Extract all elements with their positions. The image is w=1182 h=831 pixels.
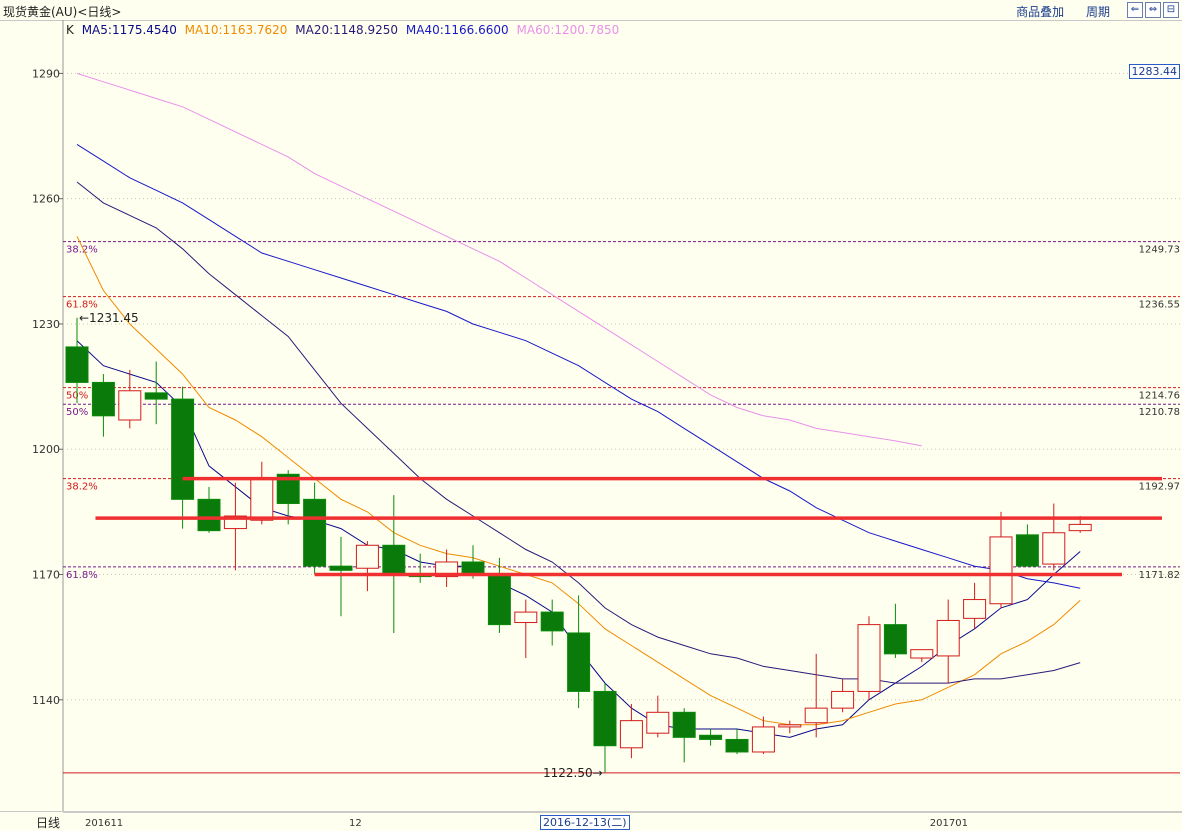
y-tick-label: 1140: [32, 694, 60, 707]
legend-ma40: MA40:1166.6600: [405, 23, 509, 37]
candle-body: [276, 473, 300, 505]
candle-body: [751, 726, 775, 753]
candle-body: [329, 565, 353, 571]
candle-body: [91, 381, 115, 417]
legend-prefix: K: [66, 23, 74, 37]
low-price-label: 1122.50→: [543, 766, 603, 780]
candle-body: [778, 724, 802, 728]
top-links: 商品叠加 周期: [998, 3, 1110, 20]
y-tick-label: 1170: [32, 569, 60, 582]
legend-ma60: MA60:1200.7850: [516, 23, 620, 37]
candle-body: [1068, 523, 1092, 532]
candle-body: [725, 738, 749, 753]
candle-body: [1015, 534, 1039, 567]
x-tick-label: 12: [349, 818, 362, 829]
candle-body: [804, 707, 828, 724]
candle-body: [593, 690, 617, 747]
high-price-label: ←1231.45: [79, 311, 139, 325]
candle-body: [487, 574, 511, 626]
cursor-date: 2016-12-13(二): [540, 815, 630, 830]
candle-body: [672, 711, 696, 738]
ma-legend: K MA5:1175.4540 MA10:1163.7620 MA20:1148…: [66, 23, 623, 37]
candle-body: [382, 544, 406, 576]
fib-ratio-label: 38.2%: [66, 482, 98, 493]
chart-title: 现货黄金(AU)<日线>: [3, 5, 122, 19]
ma-line-ma60: [76, 72, 922, 447]
candle-body: [540, 611, 564, 632]
x-tick-label: 201701: [930, 818, 968, 829]
x-tick-label: 201611: [85, 818, 123, 829]
candle-body: [857, 624, 881, 692]
fib-price-label: 1192.97: [1139, 482, 1180, 493]
y-tick-label: 1200: [32, 443, 60, 456]
candle-body: [883, 624, 907, 655]
ma-line-ma40: [76, 143, 1081, 589]
fib-price-label: 1249.73: [1139, 245, 1180, 256]
overlay-button[interactable]: 商品叠加: [1016, 5, 1065, 19]
fib-price-label: 1214.76: [1139, 391, 1180, 402]
candle-body: [514, 611, 538, 624]
layout-icon[interactable]: ⊟: [1163, 2, 1179, 18]
expand-icon[interactable]: ⇔: [1145, 2, 1161, 18]
top-bar: 现货黄金(AU)<日线> 商品叠加 周期 ⇐ ⇔ ⊟: [0, 0, 1182, 21]
candle-body: [646, 711, 670, 734]
left-arrow-icon[interactable]: ⇐: [1127, 2, 1143, 18]
candle-body: [936, 619, 960, 657]
y-tick-label: 1290: [32, 67, 60, 80]
candle-body: [303, 498, 327, 567]
period-button[interactable]: 周期: [1085, 5, 1110, 19]
candle-body: [461, 561, 485, 576]
candle-body: [197, 498, 221, 532]
fib-price-label: 1171.82: [1139, 570, 1180, 581]
legend-ma10: MA10:1163.7620: [184, 23, 288, 37]
y-tick-label: 1230: [32, 318, 60, 331]
fib-ratio-label: 61.8%: [66, 300, 98, 311]
candle-body: [831, 690, 855, 709]
candle-body: [171, 398, 195, 500]
candle-body: [65, 346, 89, 383]
candle-body: [118, 390, 142, 421]
candle-body: [619, 720, 643, 749]
fib-price-label: 1236.55: [1139, 300, 1180, 311]
candle-body: [963, 599, 987, 619]
fib-ratio-label: 61.8%: [66, 570, 98, 581]
candle-body: [910, 649, 934, 659]
candle-body: [144, 392, 168, 400]
period-label: 日线: [36, 816, 61, 830]
candle-body: [699, 734, 723, 740]
fib-ratio-label: 38.2%: [66, 245, 98, 256]
y-tick-label: 1260: [32, 193, 60, 206]
candle-body: [1042, 532, 1066, 565]
window-buttons: ⇐ ⇔ ⊟: [1127, 2, 1179, 18]
legend-ma20: MA20:1148.9250: [295, 23, 399, 37]
bottom-axis-bar: 日线: [0, 811, 1182, 830]
right-price-box: 1283.44: [1128, 64, 1180, 79]
ma-line-ma20: [76, 181, 1081, 684]
legend-ma5: MA5:1175.4540: [81, 23, 177, 37]
candle-body: [355, 544, 379, 569]
fib-price-label: 1210.78: [1139, 407, 1180, 418]
candle-body: [250, 477, 274, 521]
candle-body: [989, 536, 1013, 605]
fib-ratio-label: 50%: [66, 407, 88, 418]
candle-body: [567, 632, 591, 692]
